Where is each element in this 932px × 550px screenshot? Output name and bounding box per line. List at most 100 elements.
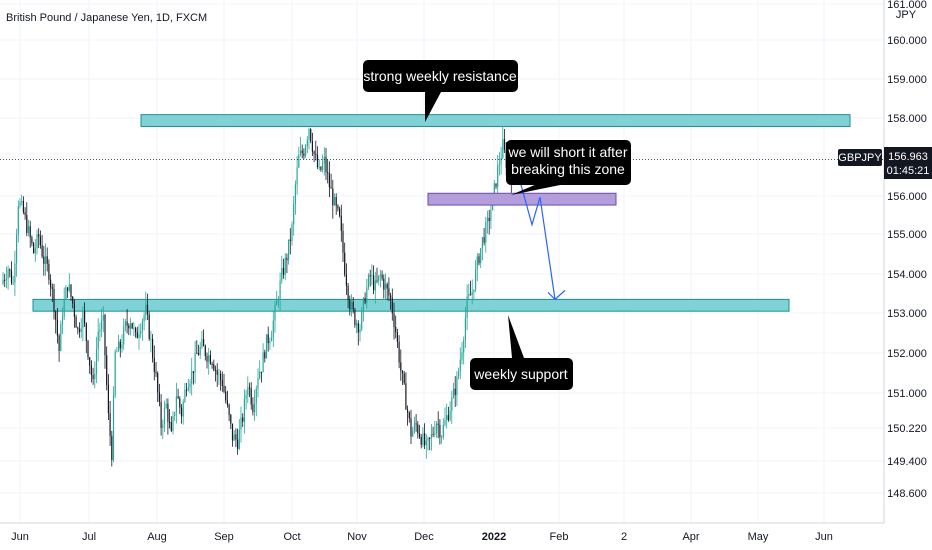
candle-body: [254, 403, 256, 413]
candle-body: [131, 323, 133, 329]
candle-body: [124, 321, 126, 327]
candle-body: [250, 388, 252, 405]
candle-body: [260, 371, 262, 373]
candle-body: [136, 332, 138, 339]
candle-body: [352, 301, 354, 310]
candle-body: [332, 188, 334, 206]
candle-body: [63, 299, 65, 317]
candle-body: [463, 340, 465, 353]
candle-body: [458, 370, 460, 377]
candle-body: [114, 351, 116, 396]
candle-body: [369, 275, 371, 277]
candle-body: [447, 415, 449, 420]
callout-support-text: weekly support: [473, 366, 567, 382]
candle-body: [301, 150, 303, 154]
candle-body: [214, 369, 217, 371]
entry-zone[interactable]: [427, 192, 617, 206]
candle-body: [288, 239, 290, 261]
candle-body: [498, 164, 500, 166]
candle-body: [226, 400, 228, 405]
candle-body: [192, 371, 194, 373]
candle-body: [163, 408, 166, 425]
candle-body: [362, 298, 364, 311]
callout-resistance-box: [363, 60, 518, 92]
candle-body: [184, 389, 186, 402]
candle-body: [220, 373, 222, 380]
candle-body: [111, 435, 113, 461]
candle-body: [19, 202, 21, 207]
candle-body: [451, 397, 453, 411]
candle-body: [257, 378, 259, 389]
candle-body: [186, 389, 188, 391]
resistance-zone[interactable]: [140, 114, 851, 127]
candle-body: [466, 296, 468, 319]
candle-body: [437, 423, 439, 425]
candle-body: [461, 352, 463, 360]
candle-body: [272, 320, 274, 338]
candle-body: [82, 311, 84, 329]
candle-body: [53, 288, 55, 312]
candle-body: [488, 217, 490, 221]
candle-body: [180, 407, 183, 417]
candle-body: [89, 357, 91, 366]
callout-resistance[interactable]: strong weekly resistance: [363, 60, 518, 122]
candle-body: [427, 437, 429, 441]
price-tick-label: 153.000: [887, 308, 927, 320]
candle-body: [340, 215, 342, 231]
candle-body: [233, 434, 235, 441]
candle-body: [4, 279, 6, 281]
callout-entry[interactable]: we will short it after breaking this zon…: [506, 140, 631, 195]
support-zone[interactable]: [32, 298, 790, 312]
candle-body: [118, 341, 120, 352]
price-tick-label: 156.000: [887, 191, 927, 203]
candle-body: [167, 403, 169, 422]
candle-body: [65, 287, 67, 300]
candle-body: [80, 328, 82, 333]
callout-support[interactable]: weekly support: [470, 315, 573, 390]
candle-body: [187, 387, 189, 391]
candle-body: [442, 425, 444, 438]
candle-body: [350, 301, 353, 310]
candle-body: [223, 385, 225, 392]
candle-body: [286, 257, 288, 261]
candle-body: [413, 423, 415, 431]
candle-body: [243, 398, 245, 422]
price-tick-label: 154.000: [887, 269, 927, 281]
candle-body: [432, 433, 434, 435]
candle-body: [476, 256, 478, 269]
candle-body: [21, 200, 23, 203]
time-tick-label: Dec: [414, 531, 434, 543]
price-tick-label: 151.000: [887, 388, 927, 400]
candle-body: [199, 347, 201, 355]
candle-body: [148, 314, 150, 339]
time-tick-label: May: [748, 531, 769, 543]
candle-body: [449, 410, 451, 420]
candle-body: [349, 299, 351, 310]
candle-body: [468, 294, 470, 297]
symbol-tag[interactable]: GBPJPY: [838, 149, 882, 166]
candle-body: [101, 320, 103, 330]
candle-body: [490, 210, 492, 221]
callout-entry-text: we will short it after: [507, 144, 627, 160]
candle-body: [311, 140, 313, 152]
price-tick-label: 150.220: [887, 423, 927, 435]
last-price-tag[interactable]: 156.963 01:45:21: [884, 147, 932, 179]
candle-body: [174, 412, 176, 417]
candle-body: [221, 379, 223, 386]
candle-body: [493, 183, 495, 196]
candle-body: [50, 279, 52, 288]
candle-body: [92, 375, 94, 380]
candle-body: [153, 358, 155, 372]
candle-body: [143, 315, 145, 322]
bar-countdown: 01:45:21: [887, 165, 930, 177]
candle-body: [269, 341, 271, 344]
candle-body: [424, 433, 426, 446]
candle-body: [473, 289, 475, 293]
candle-body: [316, 154, 319, 168]
candle-body: [157, 373, 159, 393]
candle-body: [46, 256, 48, 264]
time-tick-label: Oct: [283, 531, 300, 543]
price-axis-unit: JPY: [896, 9, 917, 21]
candle-body: [345, 274, 347, 286]
